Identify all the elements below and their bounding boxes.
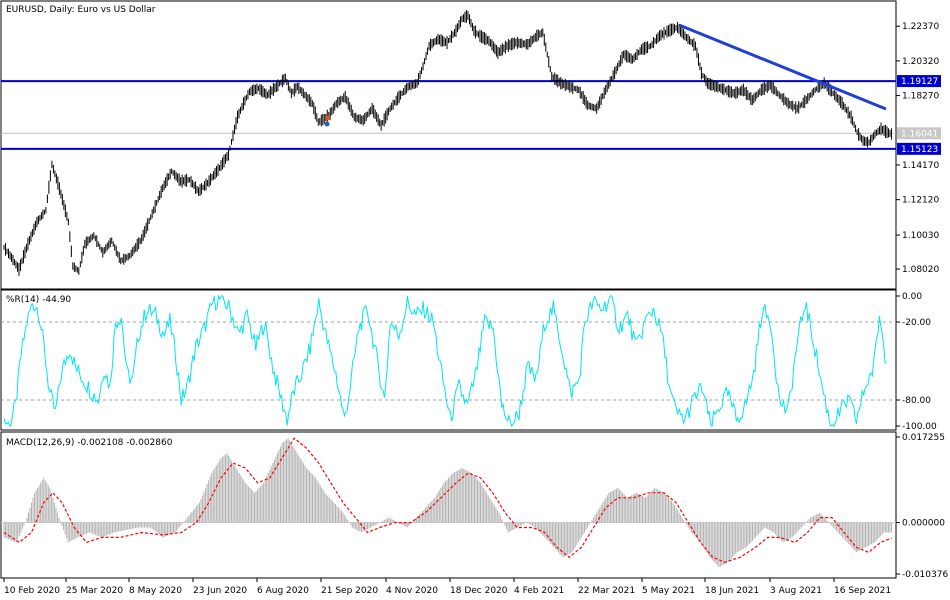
price-tick-label: 1.14170	[902, 161, 939, 171]
x-tick-label: 18 Dec 2020	[450, 586, 508, 596]
x-tick-label: 16 Sep 2021	[834, 586, 891, 596]
wpr-panel	[0, 289, 897, 431]
macd-tick-label: -0.010376	[902, 570, 948, 580]
level-tag-label: 1.15123	[901, 145, 938, 155]
price-tick-label: 1.18270	[902, 92, 939, 102]
x-tick-label: 23 Jun 2020	[193, 586, 247, 596]
wpr-title: %R(14) -44.90	[6, 295, 71, 305]
x-tick-label: 8 May 2020	[129, 586, 182, 596]
level-tag-label: 1.19127	[901, 77, 938, 87]
x-tick-label: 25 Mar 2020	[66, 586, 123, 596]
x-tick-label: 10 Feb 2020	[4, 586, 60, 596]
wpr-tick-label: 0.00	[902, 292, 922, 302]
macd-layer	[1, 437, 896, 568]
macd-title: MACD(12,26,9) -0.002108 -0.002860	[6, 438, 173, 448]
level-tag	[897, 142, 941, 155]
price-tick-label: 1.12120	[902, 196, 939, 206]
trend-line	[678, 23, 887, 111]
price-tick-label: 1.20320	[902, 57, 939, 67]
price-layer	[1, 10, 896, 276]
wpr-tick-label: -100.00	[902, 422, 937, 432]
x-tick-label: 4 Nov 2020	[386, 586, 438, 596]
wpr-layer	[1, 294, 896, 428]
x-tick-label: 3 Aug 2021	[770, 586, 822, 596]
x-tick-label: 21 Sep 2020	[321, 586, 378, 596]
current-price-tag	[897, 127, 941, 140]
price-panel	[0, 0, 897, 290]
price-tick-label: 1.22370	[902, 22, 939, 32]
current-price-label: 1.16041	[901, 129, 938, 139]
x-tick-label: 5 May 2021	[642, 586, 695, 596]
level-tag	[897, 75, 941, 88]
sell-marker	[324, 121, 330, 127]
x-tick-label: 6 Aug 2020	[257, 586, 309, 596]
price-tick-label: 1.10030	[902, 231, 939, 241]
macd-signal-line	[3, 437, 892, 563]
macd-tick-label: 0.017255	[902, 433, 945, 443]
buy-marker	[325, 115, 331, 121]
axis-layer: 1.22370 1.20320 1.18270 1.14170 1.12120 1.100…	[3, 22, 948, 596]
wpr-line	[3, 294, 887, 428]
macd-tick-label: 0.000000	[902, 519, 945, 529]
price-tick-label: 1.08020	[902, 265, 939, 275]
wpr-tick-label: -20.00	[902, 318, 931, 328]
x-tick-label: 4 Feb 2021	[514, 586, 564, 596]
wpr-tick-label: -80.00	[902, 396, 931, 406]
x-tick-label: 22 Mar 2021	[578, 586, 635, 596]
chart-title: EURUSD, Daily: Euro vs US Dollar	[6, 5, 156, 15]
x-tick-label: 18 Jun 2021	[705, 586, 759, 596]
